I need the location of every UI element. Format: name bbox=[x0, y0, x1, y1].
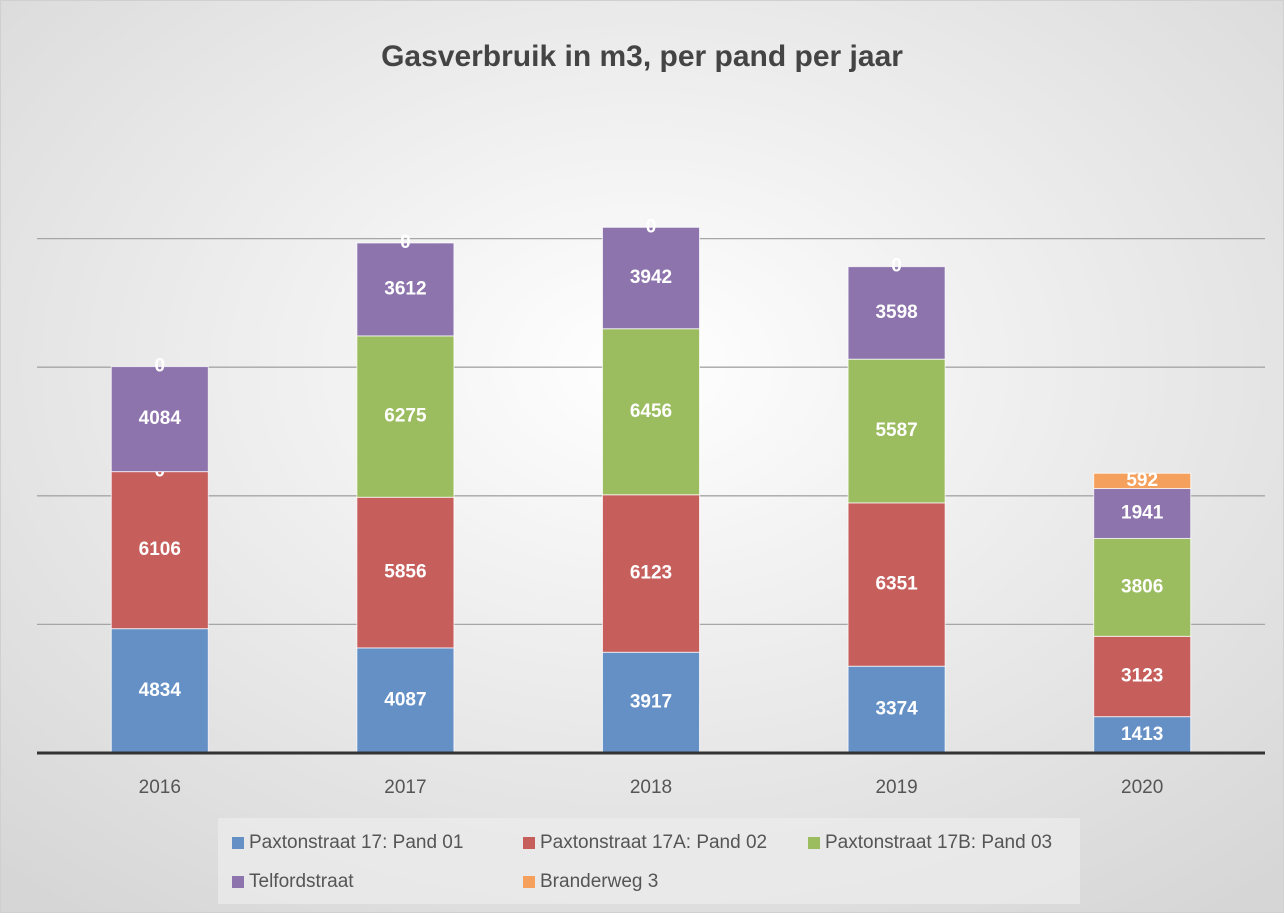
bar-segment bbox=[356, 496, 455, 649]
bar-segment bbox=[110, 628, 209, 754]
legend-label: Paxtonstraat 17B: Pand 03 bbox=[825, 832, 1052, 853]
bar-segment bbox=[847, 266, 946, 360]
data-label: 4834 bbox=[139, 680, 182, 701]
bar-segment bbox=[356, 242, 455, 337]
data-label: 0 bbox=[891, 256, 902, 277]
data-label: 5856 bbox=[384, 562, 426, 583]
data-label: 6106 bbox=[139, 539, 181, 560]
x-tick-label: 2019 bbox=[875, 777, 917, 798]
legend-label: Telfordstraat bbox=[249, 871, 354, 892]
x-tick-label: 2020 bbox=[1121, 777, 1163, 798]
legend-swatch bbox=[232, 876, 244, 888]
bar-segment bbox=[1093, 472, 1192, 490]
data-label: 3598 bbox=[875, 302, 917, 323]
bar-segment bbox=[1093, 635, 1192, 718]
data-label: 592 bbox=[1126, 470, 1158, 491]
data-label: 0 bbox=[400, 232, 411, 253]
legend-swatch bbox=[523, 876, 535, 888]
data-label: 0 bbox=[646, 216, 657, 237]
data-label: 3612 bbox=[384, 278, 426, 299]
legend-label: Paxtonstraat 17: Pand 01 bbox=[249, 832, 463, 853]
data-label: 6123 bbox=[630, 563, 672, 584]
bar-segment bbox=[356, 335, 455, 498]
bar-segment bbox=[847, 665, 946, 754]
data-label: 3917 bbox=[630, 692, 672, 713]
legend-label: Branderweg 3 bbox=[540, 871, 658, 892]
bar-segment bbox=[847, 358, 946, 504]
data-label: 1413 bbox=[1121, 724, 1163, 745]
bar-segment bbox=[602, 651, 700, 754]
bar-segment bbox=[602, 226, 700, 330]
legend-box bbox=[218, 818, 1080, 904]
data-label: 5587 bbox=[875, 420, 917, 441]
data-label: 0 bbox=[155, 356, 166, 377]
data-label: 4084 bbox=[139, 408, 182, 429]
legend-label: Paxtonstraat 17A: Pand 02 bbox=[540, 832, 767, 853]
data-label: 1941 bbox=[1121, 502, 1164, 523]
data-label: 6351 bbox=[875, 574, 918, 595]
bar-segment bbox=[602, 328, 700, 496]
bar-segment bbox=[1093, 537, 1192, 637]
data-label: 6275 bbox=[384, 406, 427, 427]
data-label: 3374 bbox=[875, 699, 918, 720]
bar-segment bbox=[110, 471, 209, 630]
bar-segment bbox=[847, 502, 946, 667]
legend-swatch bbox=[808, 837, 820, 849]
chart-title: Gasverbruik in m3, per pand per jaar bbox=[381, 40, 903, 73]
data-label: 3942 bbox=[630, 267, 672, 288]
data-label: 3806 bbox=[1121, 576, 1163, 597]
x-tick-label: 2017 bbox=[384, 777, 426, 798]
data-label: 6456 bbox=[630, 401, 672, 422]
bar-segment bbox=[1093, 716, 1192, 754]
bar-segment bbox=[110, 366, 209, 473]
legend-swatch bbox=[232, 837, 244, 849]
data-label: 3123 bbox=[1121, 666, 1163, 687]
x-tick-label: 2016 bbox=[139, 777, 181, 798]
data-label: 4087 bbox=[384, 689, 426, 710]
legend-swatch bbox=[523, 837, 535, 849]
x-tick-label: 2018 bbox=[630, 777, 672, 798]
bar-segment bbox=[602, 494, 700, 653]
